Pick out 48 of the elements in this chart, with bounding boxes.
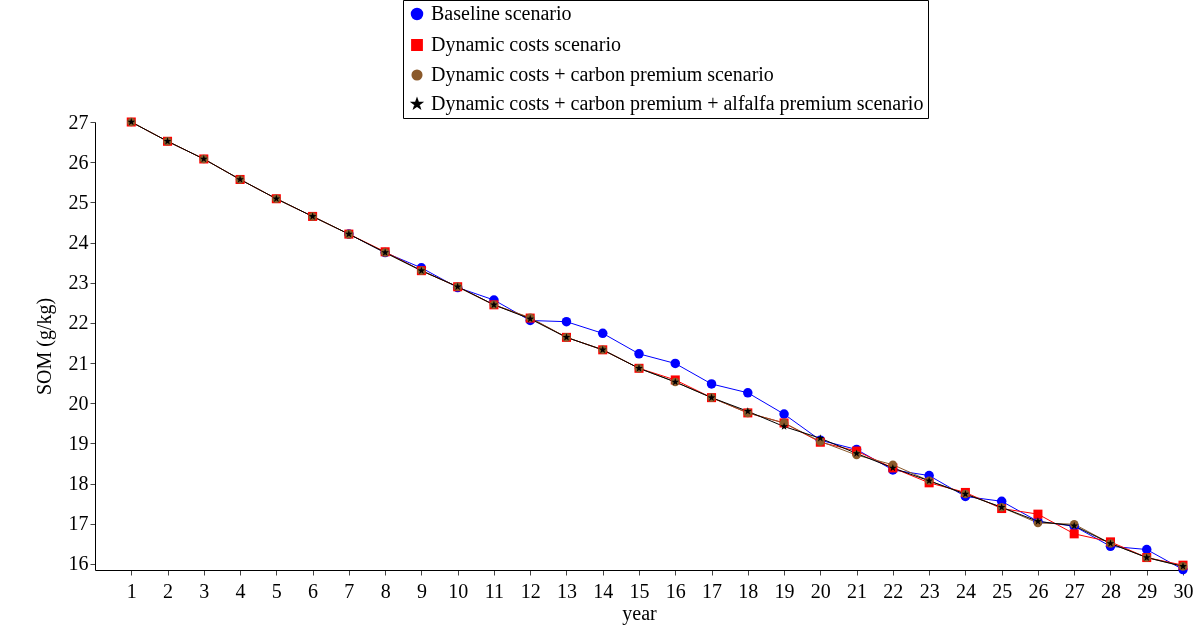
legend-label: Dynamic costs + carbon premium + alfalfa premium scenario [431, 92, 924, 115]
y-tick-label: 19 [68, 431, 89, 454]
y-axis-title: SOM (g/kg) [32, 297, 56, 396]
x-tick-label: 22 [883, 579, 904, 602]
x-tick-label: 18 [738, 579, 759, 602]
legend-label: Dynamic costs scenario [431, 33, 621, 56]
x-tick-label: 16 [665, 579, 686, 602]
x-tick-label: 2 [163, 579, 174, 602]
x-tick-label: 10 [448, 579, 469, 602]
legend-label: Dynamic costs + carbon premium scenario [431, 63, 774, 86]
y-tick-label: 16 [68, 552, 89, 575]
y-tick-label: 21 [68, 351, 89, 374]
x-tick-label: 5 [271, 579, 282, 602]
y-tick-label: 23 [68, 271, 89, 294]
x-tick-label: 27 [1064, 579, 1085, 602]
x-tick-label: 24 [955, 579, 976, 602]
x-tick-label: 21 [847, 579, 868, 602]
legend-label: Baseline scenario [431, 2, 572, 24]
y-tick-label: 25 [68, 190, 89, 213]
x-tick-label: 13 [556, 579, 577, 602]
y-tick-label: 17 [68, 512, 89, 535]
x-tick-label: 7 [344, 579, 355, 602]
x-tick-label: 29 [1137, 579, 1158, 602]
x-tick-label: 15 [629, 579, 650, 602]
x-tick-label: 19 [774, 579, 795, 602]
x-tick-label: 1 [126, 579, 137, 602]
x-tick-label: 11 [484, 579, 505, 602]
y-tick-label: 18 [68, 472, 89, 495]
x-tick-label: 6 [308, 579, 319, 602]
x-tick-label: 28 [1100, 579, 1121, 602]
x-tick-label: 25 [992, 579, 1013, 602]
x-tick-label: 20 [810, 579, 831, 602]
x-tick-label: 14 [593, 579, 614, 602]
x-tick-label: 9 [416, 579, 427, 602]
x-tick-label: 26 [1028, 579, 1049, 602]
x-tick-label: 30 [1173, 579, 1194, 602]
x-axis-title: year [622, 601, 658, 625]
x-tick-label: 8 [380, 579, 391, 602]
y-tick-label: 20 [68, 391, 89, 414]
y-tick-label: 22 [68, 311, 89, 334]
y-tick-label: 26 [68, 150, 89, 173]
x-tick-label: 23 [919, 579, 940, 602]
x-tick-label: 3 [199, 579, 210, 602]
x-tick-label: 17 [702, 579, 723, 602]
y-tick-label: 27 [68, 110, 89, 133]
y-tick-label: 24 [68, 231, 89, 254]
x-tick-label: 4 [235, 579, 246, 602]
x-tick-label: 12 [520, 579, 541, 602]
